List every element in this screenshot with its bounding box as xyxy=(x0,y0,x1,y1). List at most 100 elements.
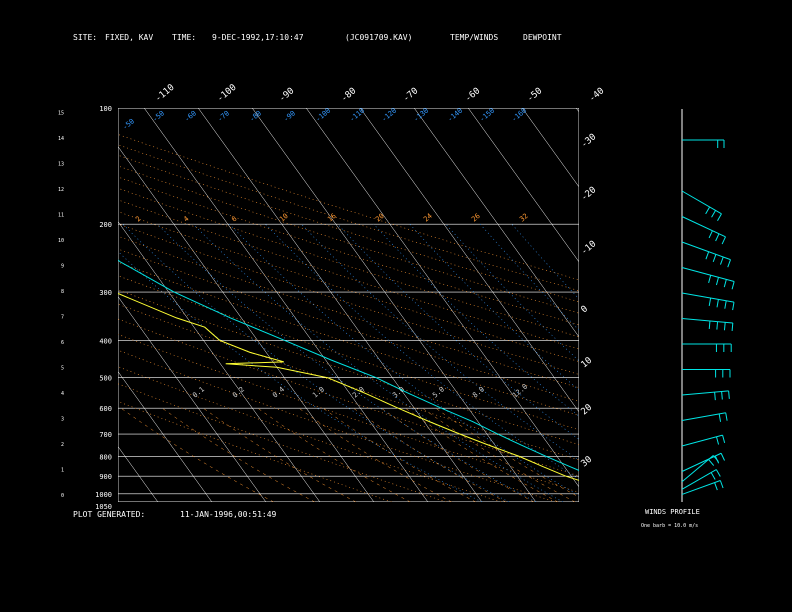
dry-adiabat xyxy=(118,165,579,314)
moist-label: 0.1 xyxy=(191,385,206,399)
isotherm xyxy=(118,296,267,502)
height-label-2: 2 xyxy=(61,442,64,448)
wind-profile-title: WINDS PROFILE xyxy=(645,508,700,516)
right-temp-label: -30 xyxy=(580,132,599,150)
height-label-8: 8 xyxy=(61,289,64,295)
wind-profile-panel: WINDS PROFILE One barb = 10.0 m/s xyxy=(641,109,735,529)
wind-barb-flag xyxy=(705,251,710,260)
dry-adiabat xyxy=(118,235,579,389)
dry-adiabat xyxy=(118,176,579,326)
pressure-label-300: 300 xyxy=(99,289,112,297)
top-temp-label: -70 xyxy=(402,86,421,104)
top-temp-label: -90 xyxy=(278,86,297,104)
isotherm xyxy=(197,108,483,502)
isotherm xyxy=(0,108,104,502)
pressure-label-700: 700 xyxy=(99,431,112,439)
mixing-ratio-label: 20 xyxy=(374,212,386,224)
dry-adiabat xyxy=(118,366,502,502)
pressure-label-900: 900 xyxy=(99,473,112,481)
height-label-13: 13 xyxy=(58,162,64,168)
wind-barb-flag xyxy=(710,472,716,480)
height-label-6: 6 xyxy=(61,340,64,346)
top-temp-label: -100 xyxy=(216,83,239,105)
wind-barb-flag xyxy=(720,256,724,265)
isotherm xyxy=(0,108,50,502)
pressure-label-600: 600 xyxy=(99,405,112,413)
moist-adiabat xyxy=(409,223,579,391)
wind-barb-flag xyxy=(716,436,720,445)
mixing-ratio-line xyxy=(120,407,274,502)
top-temp-label: -60 xyxy=(464,86,483,104)
isotherm xyxy=(521,108,579,188)
dry-adiabat xyxy=(118,223,579,375)
mixing-ratio-label: 2 xyxy=(134,215,142,224)
moist-adiabat xyxy=(156,223,537,502)
height-label-4: 4 xyxy=(61,391,64,397)
wind-barb-flag xyxy=(723,322,726,331)
dry-adiabat xyxy=(118,134,579,281)
wind-barb-flag xyxy=(727,259,731,268)
height-label-1: 1 xyxy=(61,468,64,474)
height-label-5: 5 xyxy=(61,366,64,372)
wind-barb xyxy=(681,267,735,282)
adiabat-label: -160 xyxy=(510,107,528,124)
mixing-ratio-label: 24 xyxy=(422,212,434,224)
wind-barb-flag xyxy=(716,299,719,308)
plot-generated-label: PLOT GENERATED: xyxy=(73,510,145,519)
wind-barb-flag xyxy=(728,390,730,399)
isotherm xyxy=(305,108,579,488)
wind-barb xyxy=(681,434,723,447)
moist-adiabat xyxy=(192,223,564,502)
moist-adiabat xyxy=(228,223,579,497)
mixing-ratio-label: 6 xyxy=(230,215,238,224)
wind-barb-flag xyxy=(731,281,735,290)
dewpoint-legend: DEWPOINT xyxy=(523,33,562,42)
site-label: SITE: xyxy=(73,33,97,42)
adiabat-label: -50 xyxy=(151,109,166,123)
moist-adiabat xyxy=(265,223,579,480)
dry-adiabat xyxy=(118,334,579,493)
wind-barb-flag xyxy=(717,213,722,221)
wind-barb-flag xyxy=(722,435,726,443)
height-label-11: 11 xyxy=(58,213,64,219)
height-label-9: 9 xyxy=(61,264,64,270)
right-temp-label: 30 xyxy=(580,455,595,470)
dry-adiabat xyxy=(118,187,579,338)
isotherm xyxy=(413,108,579,338)
wind-barb-flag xyxy=(714,392,716,401)
wind-barb-flag xyxy=(716,321,719,330)
wind-barb xyxy=(681,216,726,238)
isotherm xyxy=(575,108,579,113)
wind-barb-flag xyxy=(723,279,727,288)
wind-barbs xyxy=(681,109,735,502)
moist-label: 5.0 xyxy=(431,385,446,399)
wind-barb xyxy=(681,190,722,215)
isotherm xyxy=(118,221,321,502)
moist-adiabat xyxy=(122,223,510,502)
dry-adiabat xyxy=(118,154,579,303)
moist-label: 8.0 xyxy=(471,385,486,399)
mixing-ratio-label: 16 xyxy=(326,212,338,224)
wind-barb xyxy=(681,292,735,303)
moist-adiabat xyxy=(373,223,579,417)
dry-adiabat xyxy=(118,318,579,477)
moist-label: 1.0 xyxy=(311,385,326,399)
wind-barb-flag xyxy=(715,469,721,477)
pressure-label-1000: 1000 xyxy=(95,491,112,499)
adiabat-label: -50 xyxy=(121,117,136,131)
dewpoint-line xyxy=(118,292,579,481)
mixing-ratio-line xyxy=(203,407,357,502)
wind-barb-flag xyxy=(708,275,712,284)
dry-adiabat xyxy=(118,303,579,461)
wind-barb-flag xyxy=(721,236,726,245)
wind-barb xyxy=(681,412,726,421)
mixing-ratio-line xyxy=(405,407,559,502)
moist-adiabat xyxy=(511,223,579,300)
pressure-label-1050: 1050 xyxy=(95,503,112,511)
wind-barb-flag xyxy=(721,391,723,400)
top-temp-label: -80 xyxy=(340,86,359,104)
isotherm xyxy=(118,146,375,502)
top-temp-label: -110 xyxy=(154,83,177,105)
wind-barb-flag xyxy=(705,206,711,215)
wind-profile-note: One barb = 10.0 m/s xyxy=(641,523,698,529)
